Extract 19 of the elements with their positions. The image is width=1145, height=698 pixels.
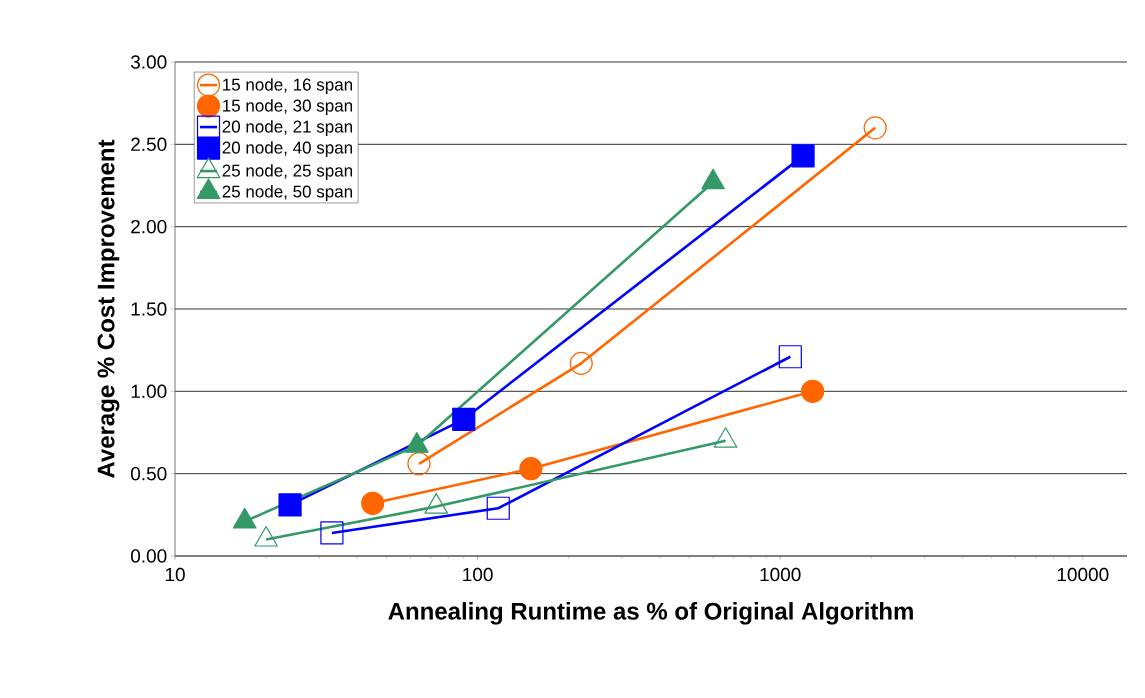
- y-tick-label: 0.00: [130, 549, 167, 563]
- y-tick-label: 1.00: [131, 384, 167, 399]
- legend-label: 25 node, 25 span: [222, 164, 353, 181]
- y-tick-label: 1.50: [131, 302, 167, 316]
- x-axis-title: Annealing Runtime as % of Original Algorithm: [388, 602, 913, 625]
- y-tick-label: 2.00: [131, 219, 167, 234]
- x-tick-label: 100: [463, 567, 493, 582]
- legend-label: 20 node, 21 span: [222, 120, 353, 137]
- y-tick-label: 3.00: [130, 55, 167, 69]
- y-tick-label: 0.50: [130, 466, 167, 481]
- y-axis-title: Average % Cost Improvement: [97, 139, 120, 478]
- x-tick-label: 1000: [760, 567, 801, 582]
- y-tick-label: 2.50: [131, 137, 167, 152]
- legend-label: 25 node, 50 span: [222, 185, 353, 201]
- legend-label: 15 node, 16 span: [223, 78, 353, 95]
- x-tick-label: 10: [165, 567, 185, 582]
- legend-label: 15 node, 30 span: [223, 99, 353, 116]
- legend-label: 20 node, 40 span: [222, 141, 353, 158]
- x-tick-label: 10000: [1057, 567, 1109, 582]
